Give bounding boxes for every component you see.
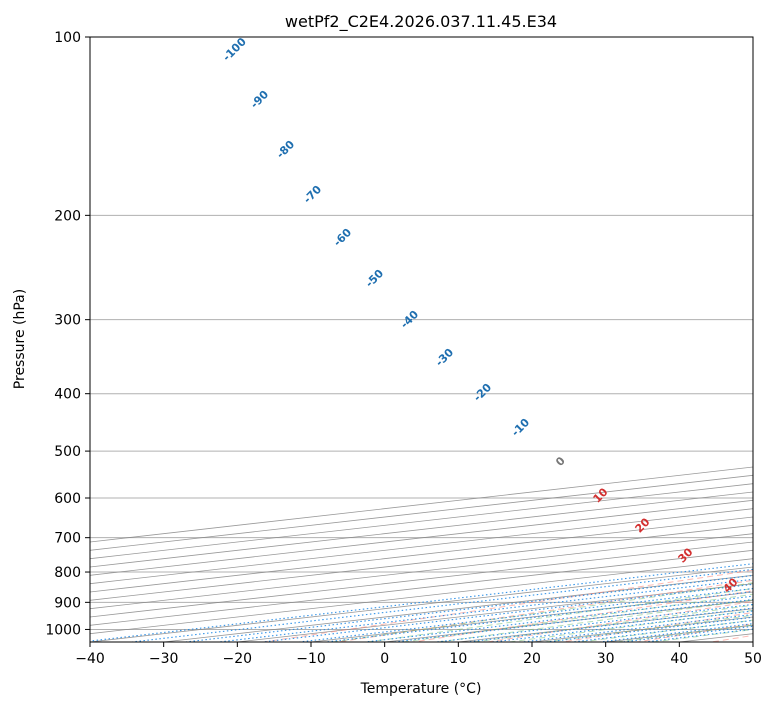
- x-tick-label: 50: [744, 651, 762, 667]
- isotherm-line: [90, 533, 753, 610]
- isotherm-line: [90, 508, 753, 585]
- y-tick-label: 1000: [45, 622, 81, 638]
- isotherm-line: [90, 483, 753, 560]
- chart-title: wetPf2_C2E4.2026.037.11.45.E34: [285, 12, 557, 32]
- x-axis-label: Temperature (°C): [360, 681, 482, 697]
- isotherm-line: [90, 499, 753, 576]
- x-tick-label: −10: [296, 651, 326, 667]
- y-tick-label: 700: [54, 531, 81, 547]
- x-tick-label: 30: [597, 651, 615, 667]
- mixing-ratio-line: [522, 613, 753, 642]
- x-tick-label: 10: [449, 651, 467, 667]
- y-tick-label: 800: [54, 565, 81, 581]
- plot-frame: [89, 36, 754, 643]
- y-tick-label: 200: [54, 208, 81, 224]
- x-tick-label: −20: [223, 651, 253, 667]
- isotherm-line: [90, 516, 753, 593]
- y-tick-label: 600: [54, 491, 81, 507]
- isotherm-line: [90, 474, 753, 551]
- isotherm-line: [90, 491, 753, 568]
- y-tick-label: 500: [54, 444, 81, 460]
- moist-adiabat: [403, 593, 753, 642]
- mixing-ratio-line: [467, 607, 753, 642]
- isotherm-line: [90, 466, 753, 543]
- x-tick-label: 0: [380, 651, 389, 667]
- y-tick-label: 900: [54, 595, 81, 611]
- mixing-ratio-line: [299, 587, 753, 642]
- mixing-ratio-line: [90, 563, 753, 642]
- y-tick-label: 300: [54, 313, 81, 329]
- mixing-ratio-line: [218, 578, 753, 642]
- y-axis-label: Pressure (hPa): [12, 289, 28, 389]
- x-tick-label: 20: [523, 651, 541, 667]
- moist-adiabat: [332, 582, 753, 642]
- x-tick-label: 40: [670, 651, 688, 667]
- isotherm-line: [90, 524, 753, 601]
- x-tick-label: −30: [149, 651, 179, 667]
- y-tick-label: 100: [54, 30, 81, 46]
- y-tick-label: 400: [54, 387, 81, 403]
- x-tick-label: −40: [75, 651, 105, 667]
